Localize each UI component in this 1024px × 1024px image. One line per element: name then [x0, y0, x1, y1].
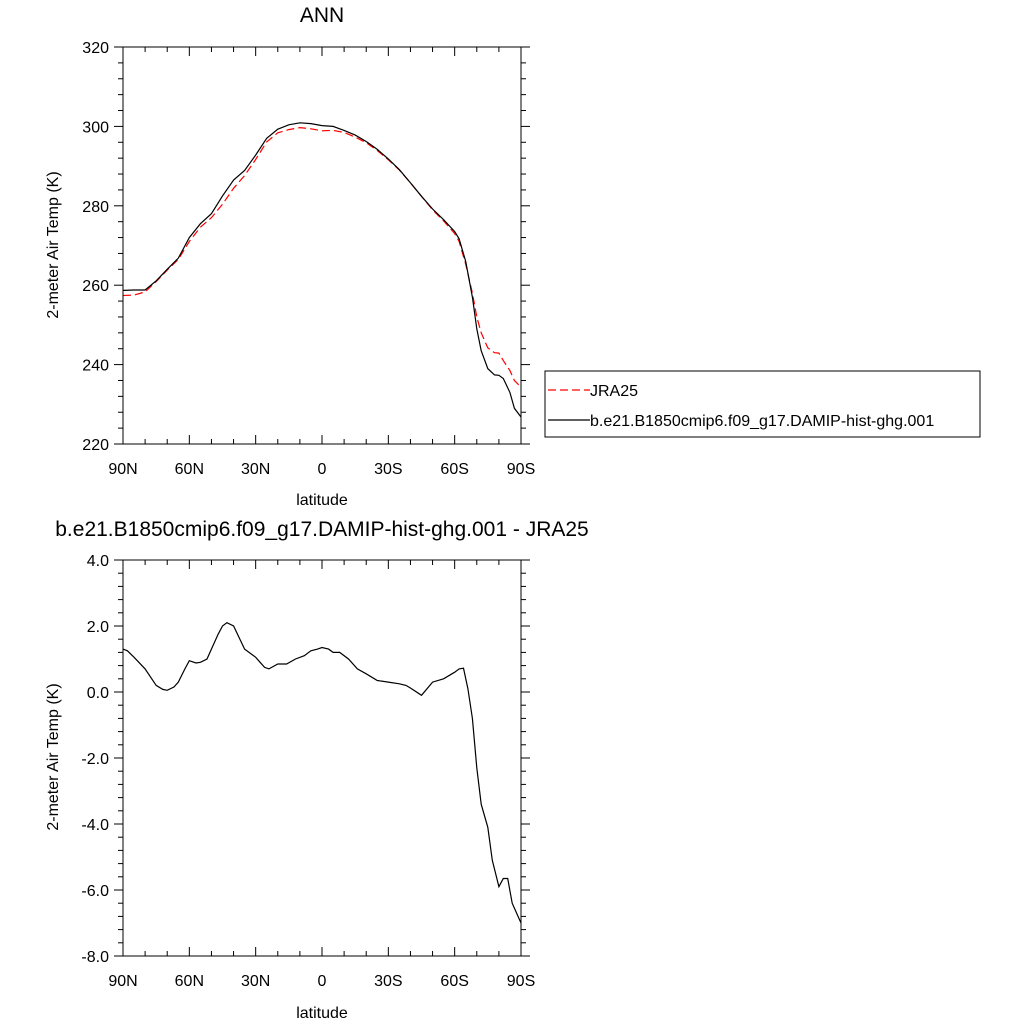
y-tick-label: 260 [82, 278, 109, 295]
x-tick-label: 0 [318, 973, 327, 990]
axis-ticks: 90N 60N 30N 0 30S 60S 90S 220 240 260 280 300 320 [82, 40, 535, 478]
series-line-0 [122, 126, 522, 388]
x-tick-label: 30N [241, 461, 270, 478]
legend: JRA25 b.e21.B1850cmip6.f09_g17.DAMIP-his… [544, 370, 981, 438]
y-tick-label: 320 [82, 40, 109, 57]
x-tick-label: 90S [507, 461, 535, 478]
x-tick-label: 90S [507, 973, 535, 990]
y-tick-label: 0.0 [87, 685, 109, 702]
x-tick-label: 0 [318, 461, 327, 478]
x-tick-label: 90N [108, 973, 137, 990]
x-tick-label: 60N [175, 973, 204, 990]
y-tick-label: -2.0 [81, 751, 109, 768]
plot-frame [122, 46, 522, 445]
axis-ticks: 90N 60N 30N 0 30S 60S 90S -8.0 -6.0 -4.0 -2.0 0.0 2.… [81, 553, 535, 990]
plot-lines [122, 122, 522, 418]
legend-label-model: b.e21.B1850cmip6.f09_g17.DAMIP-hist-ghg.… [590, 413, 934, 430]
chart-title: b.e21.B1850cmip6.f09_g17.DAMIP-hist-ghg.… [55, 518, 588, 541]
y-tick-label: 300 [82, 119, 109, 136]
y-tick-label: 4.0 [87, 553, 109, 570]
plot-lines [122, 621, 522, 924]
legend-box [544, 370, 981, 438]
x-tick-label: 60S [440, 461, 468, 478]
x-tick-label: 90N [108, 461, 137, 478]
series-line-1 [122, 122, 522, 418]
y-tick-label: -8.0 [81, 949, 109, 966]
x-axis-label: latitude [296, 492, 348, 509]
y-axis-label: 2-meter Air Temp (K) [45, 171, 62, 318]
x-tick-label: 30N [241, 973, 270, 990]
y-tick-label: 2.0 [87, 619, 109, 636]
x-tick-label: 60N [175, 461, 204, 478]
y-tick-label: 220 [82, 437, 109, 454]
x-axis-label: latitude [296, 1005, 348, 1022]
plot-frame [122, 559, 522, 957]
y-tick-label: 240 [82, 358, 109, 375]
panel-difference: b.e21.B1850cmip6.f09_g17.DAMIP-hist-ghg.… [45, 518, 589, 1022]
chart-title: ANN [300, 4, 344, 27]
y-axis-label: 2-meter Air Temp (K) [45, 683, 62, 830]
series-line-0 [122, 621, 522, 924]
y-tick-label: -4.0 [81, 817, 109, 834]
y-tick-label: -6.0 [81, 883, 109, 900]
legend-label-jra25: JRA25 [590, 383, 638, 400]
panel-annual-temperature: ANN 2-meter Air Temp (K) latitude 90N 60N… [45, 4, 535, 509]
x-tick-label: 60S [440, 973, 468, 990]
x-tick-label: 30S [374, 461, 402, 478]
x-tick-label: 30S [374, 973, 402, 990]
y-tick-label: 280 [82, 199, 109, 216]
